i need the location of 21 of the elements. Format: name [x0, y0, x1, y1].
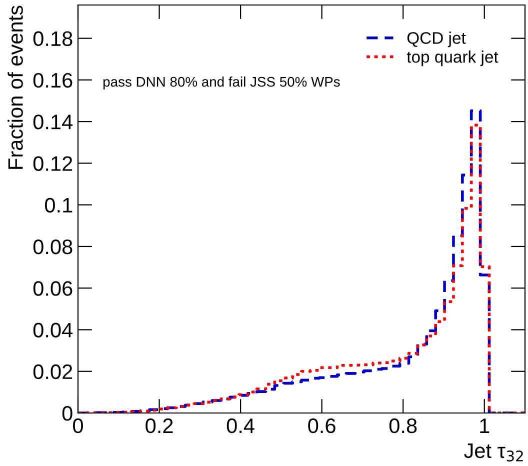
y-tick-label: 0 [62, 406, 72, 421]
legend-label: QCD jet [407, 32, 466, 48]
x-axis-title: Jet τ$_{32}$ [464, 444, 523, 462]
x-tick-label: 0.4 [226, 418, 254, 434]
y-tick-label: 0.12 [33, 156, 72, 171]
x-tick-label: 1 [480, 418, 490, 433]
y-tick-label: 0.04 [33, 322, 73, 338]
y-tick-label: 0.08 [33, 239, 72, 254]
y-tick-label: 0.16 [33, 72, 72, 88]
y-tick-label: 0.14 [33, 114, 73, 130]
x-tick-label: 0 [73, 418, 83, 434]
y-tick-label: 0.02 [33, 364, 72, 380]
x-tick-label: 0.6 [308, 418, 336, 434]
legend-label: top quark jet [406, 50, 498, 66]
x-tick-label: 0.2 [146, 418, 173, 434]
x-tick-label: 0.8 [389, 418, 417, 434]
y-tick-label: 0.1 [44, 198, 72, 213]
y-tick-label: 0.06 [33, 281, 72, 296]
annotation: pass DNN 80% and fail JSS 50% WPs [103, 76, 340, 90]
y-tick-label: 0.18 [33, 31, 72, 46]
y-axis-title: Fraction of events [8, 6, 23, 169]
